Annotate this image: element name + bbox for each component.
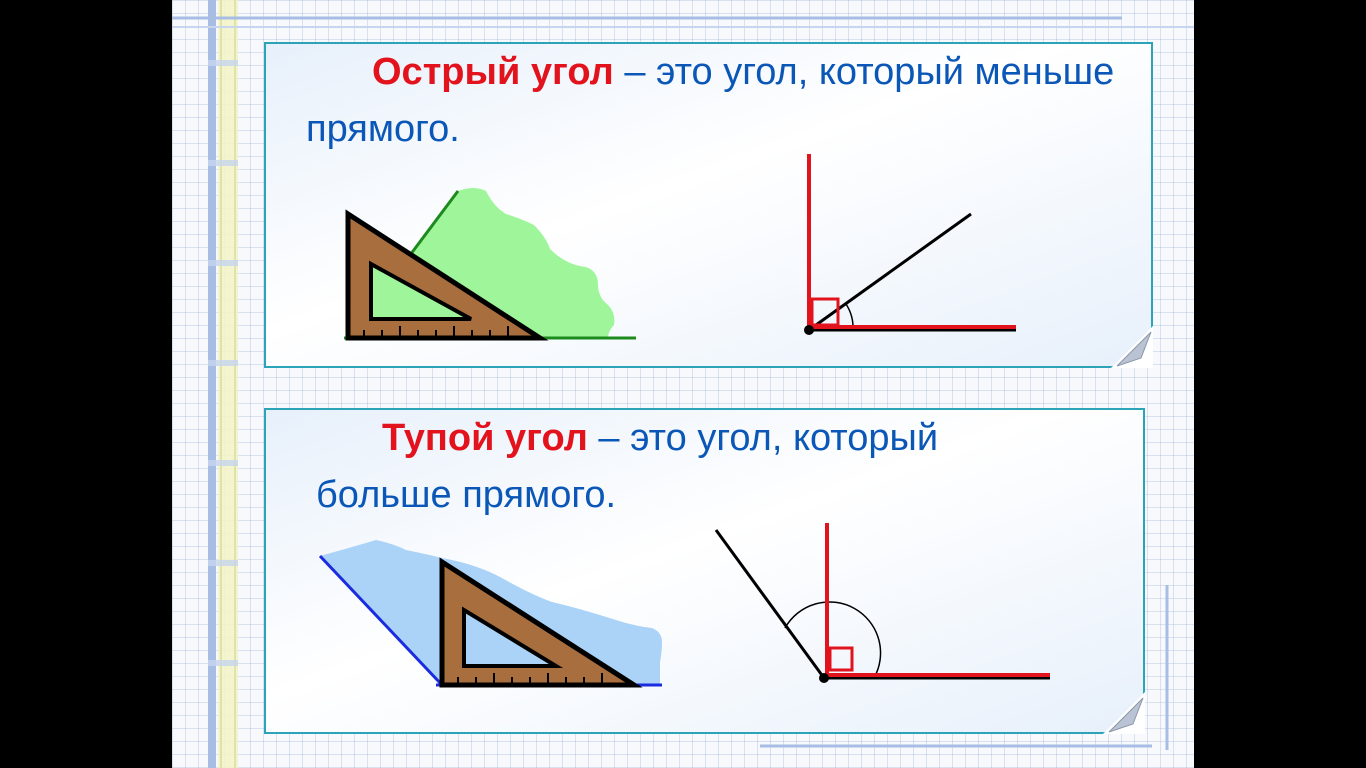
acute-angle-definition: Острый угол – это угол, который меньше п…: [306, 44, 1126, 158]
obtuse-angle-diagram: [714, 523, 1050, 683]
acute-angle-term: Острый угол: [372, 51, 614, 93]
acute-angle-set-square-figure: [344, 188, 636, 341]
obtuse-angle-term: Тупой угол: [382, 417, 588, 459]
notebook-decoration: [172, 0, 1194, 768]
page-curl-icon: [1111, 326, 1153, 368]
obtuse-angle-set-square-figure: [318, 540, 662, 688]
obtuse-angle-card: Тупой угол – это угол, который больше пр…: [264, 408, 1145, 734]
acute-angle-text: это угол, который меньше прямого.: [306, 51, 1115, 150]
acute-angle-diagram: [804, 154, 1016, 335]
acute-angle-dash: –: [624, 51, 646, 93]
page-curl-icon: [1103, 692, 1145, 734]
obtuse-angle-definition: Тупой угол – это угол, который больше пр…: [316, 410, 1016, 524]
slide: Острый угол – это угол, который меньше п…: [172, 0, 1194, 768]
acute-angle-card: Острый угол – это угол, который меньше п…: [264, 42, 1153, 368]
obtuse-angle-dash: –: [598, 417, 620, 459]
obtuse-angle-text: это угол, который больше прямого.: [316, 417, 939, 516]
